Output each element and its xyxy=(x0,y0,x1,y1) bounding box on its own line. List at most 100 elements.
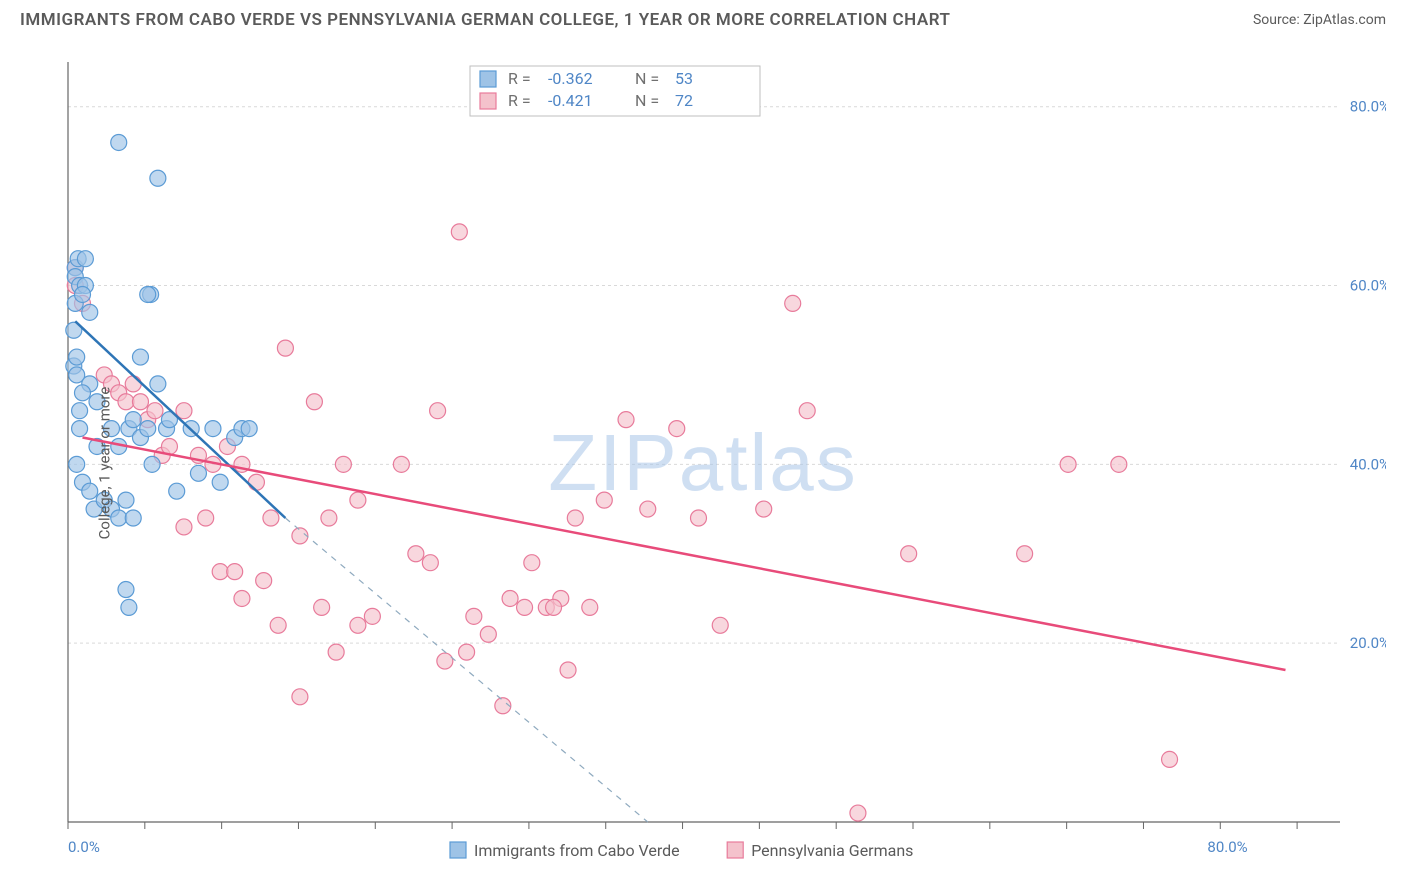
scatter-chart: 20.0%40.0%60.0%80.0%0.0%80.0%R =-0.362N … xyxy=(20,44,1386,882)
scatter-point xyxy=(256,573,272,589)
scatter-point xyxy=(74,286,90,302)
scatter-point xyxy=(567,510,583,526)
scatter-point xyxy=(350,492,366,508)
legend-series-label: Pennsylvania Germans xyxy=(751,841,913,860)
source-link[interactable]: ZipAtlas.com xyxy=(1303,12,1386,28)
scatter-point xyxy=(364,608,380,624)
scatter-point xyxy=(437,653,453,669)
legend-n-label: N = xyxy=(635,91,659,110)
scatter-point xyxy=(524,555,540,571)
scatter-point xyxy=(241,421,257,437)
scatter-point xyxy=(198,510,214,526)
scatter-point xyxy=(176,519,192,535)
legend-r-value: -0.421 xyxy=(548,91,593,110)
scatter-point xyxy=(1111,456,1127,472)
scatter-point xyxy=(712,617,728,633)
scatter-point xyxy=(690,510,706,526)
scatter-point xyxy=(248,474,264,490)
scatter-point xyxy=(618,412,634,428)
scatter-point xyxy=(190,465,206,481)
scatter-point xyxy=(144,456,160,472)
scatter-point xyxy=(125,510,141,526)
scatter-point xyxy=(596,492,612,508)
legend-swatch xyxy=(480,93,496,109)
scatter-point xyxy=(451,224,467,240)
scatter-point xyxy=(306,394,322,410)
x-tick-label: 80.0% xyxy=(1207,838,1247,856)
legend-n-value: 53 xyxy=(675,69,693,88)
y-axis-label: College, 1 year or more xyxy=(95,387,113,540)
legend-n-value: 72 xyxy=(675,91,693,110)
scatter-point xyxy=(69,349,85,365)
scatter-point xyxy=(901,546,917,562)
legend-r-value: -0.362 xyxy=(548,69,593,88)
scatter-point xyxy=(669,421,685,437)
scatter-point xyxy=(546,599,562,615)
scatter-point xyxy=(234,590,250,606)
scatter-point xyxy=(77,251,93,267)
scatter-point xyxy=(263,510,279,526)
scatter-point xyxy=(69,456,85,472)
scatter-point xyxy=(517,599,533,615)
legend-series-label: Immigrants from Cabo Verde xyxy=(474,841,680,860)
legend-swatch xyxy=(727,842,743,858)
scatter-point xyxy=(393,456,409,472)
scatter-point xyxy=(205,421,221,437)
scatter-point xyxy=(118,582,134,598)
scatter-point xyxy=(335,456,351,472)
scatter-point xyxy=(756,501,772,517)
scatter-point xyxy=(132,349,148,365)
legend-swatch xyxy=(480,71,496,87)
y-tick-label: 80.0% xyxy=(1350,98,1386,116)
x-tick-label: 0.0% xyxy=(68,838,100,856)
y-tick-label: 60.0% xyxy=(1350,277,1386,295)
chart-title: IMMIGRANTS FROM CABO VERDE VS PENNSYLVAN… xyxy=(20,10,950,30)
header: IMMIGRANTS FROM CABO VERDE VS PENNSYLVAN… xyxy=(0,0,1406,36)
scatter-point xyxy=(150,376,166,392)
scatter-point xyxy=(466,608,482,624)
scatter-point xyxy=(292,528,308,544)
scatter-point xyxy=(125,412,141,428)
scatter-point xyxy=(459,644,475,660)
scatter-point xyxy=(640,501,656,517)
scatter-point xyxy=(121,599,137,615)
scatter-point xyxy=(140,421,156,437)
scatter-point xyxy=(111,134,127,150)
scatter-point xyxy=(799,403,815,419)
scatter-point xyxy=(560,662,576,678)
scatter-point xyxy=(132,394,148,410)
scatter-point xyxy=(850,805,866,821)
scatter-point xyxy=(1017,546,1033,562)
scatter-point xyxy=(328,644,344,660)
scatter-point xyxy=(140,286,156,302)
legend-r-label: R = xyxy=(508,91,531,110)
scatter-point xyxy=(227,564,243,580)
trend-line-dashed xyxy=(285,518,647,822)
legend-swatch xyxy=(450,842,466,858)
scatter-point xyxy=(1060,456,1076,472)
scatter-point xyxy=(350,617,366,633)
scatter-point xyxy=(785,295,801,311)
legend-r-label: R = xyxy=(508,69,531,88)
scatter-point xyxy=(72,403,88,419)
scatter-point xyxy=(72,421,88,437)
scatter-point xyxy=(582,599,598,615)
scatter-point xyxy=(150,170,166,186)
scatter-point xyxy=(212,564,228,580)
scatter-point xyxy=(321,510,337,526)
scatter-point xyxy=(118,492,134,508)
scatter-point xyxy=(277,340,293,356)
source-attribution: Source: ZipAtlas.com xyxy=(1253,12,1386,28)
scatter-point xyxy=(430,403,446,419)
scatter-point xyxy=(422,555,438,571)
y-tick-label: 20.0% xyxy=(1350,634,1386,652)
scatter-point xyxy=(147,403,163,419)
scatter-point xyxy=(292,689,308,705)
scatter-point xyxy=(408,546,424,562)
legend-n-label: N = xyxy=(635,69,659,88)
scatter-point xyxy=(1162,751,1178,767)
scatter-point xyxy=(169,483,185,499)
scatter-point xyxy=(212,474,228,490)
scatter-point xyxy=(125,376,141,392)
scatter-point xyxy=(502,590,518,606)
